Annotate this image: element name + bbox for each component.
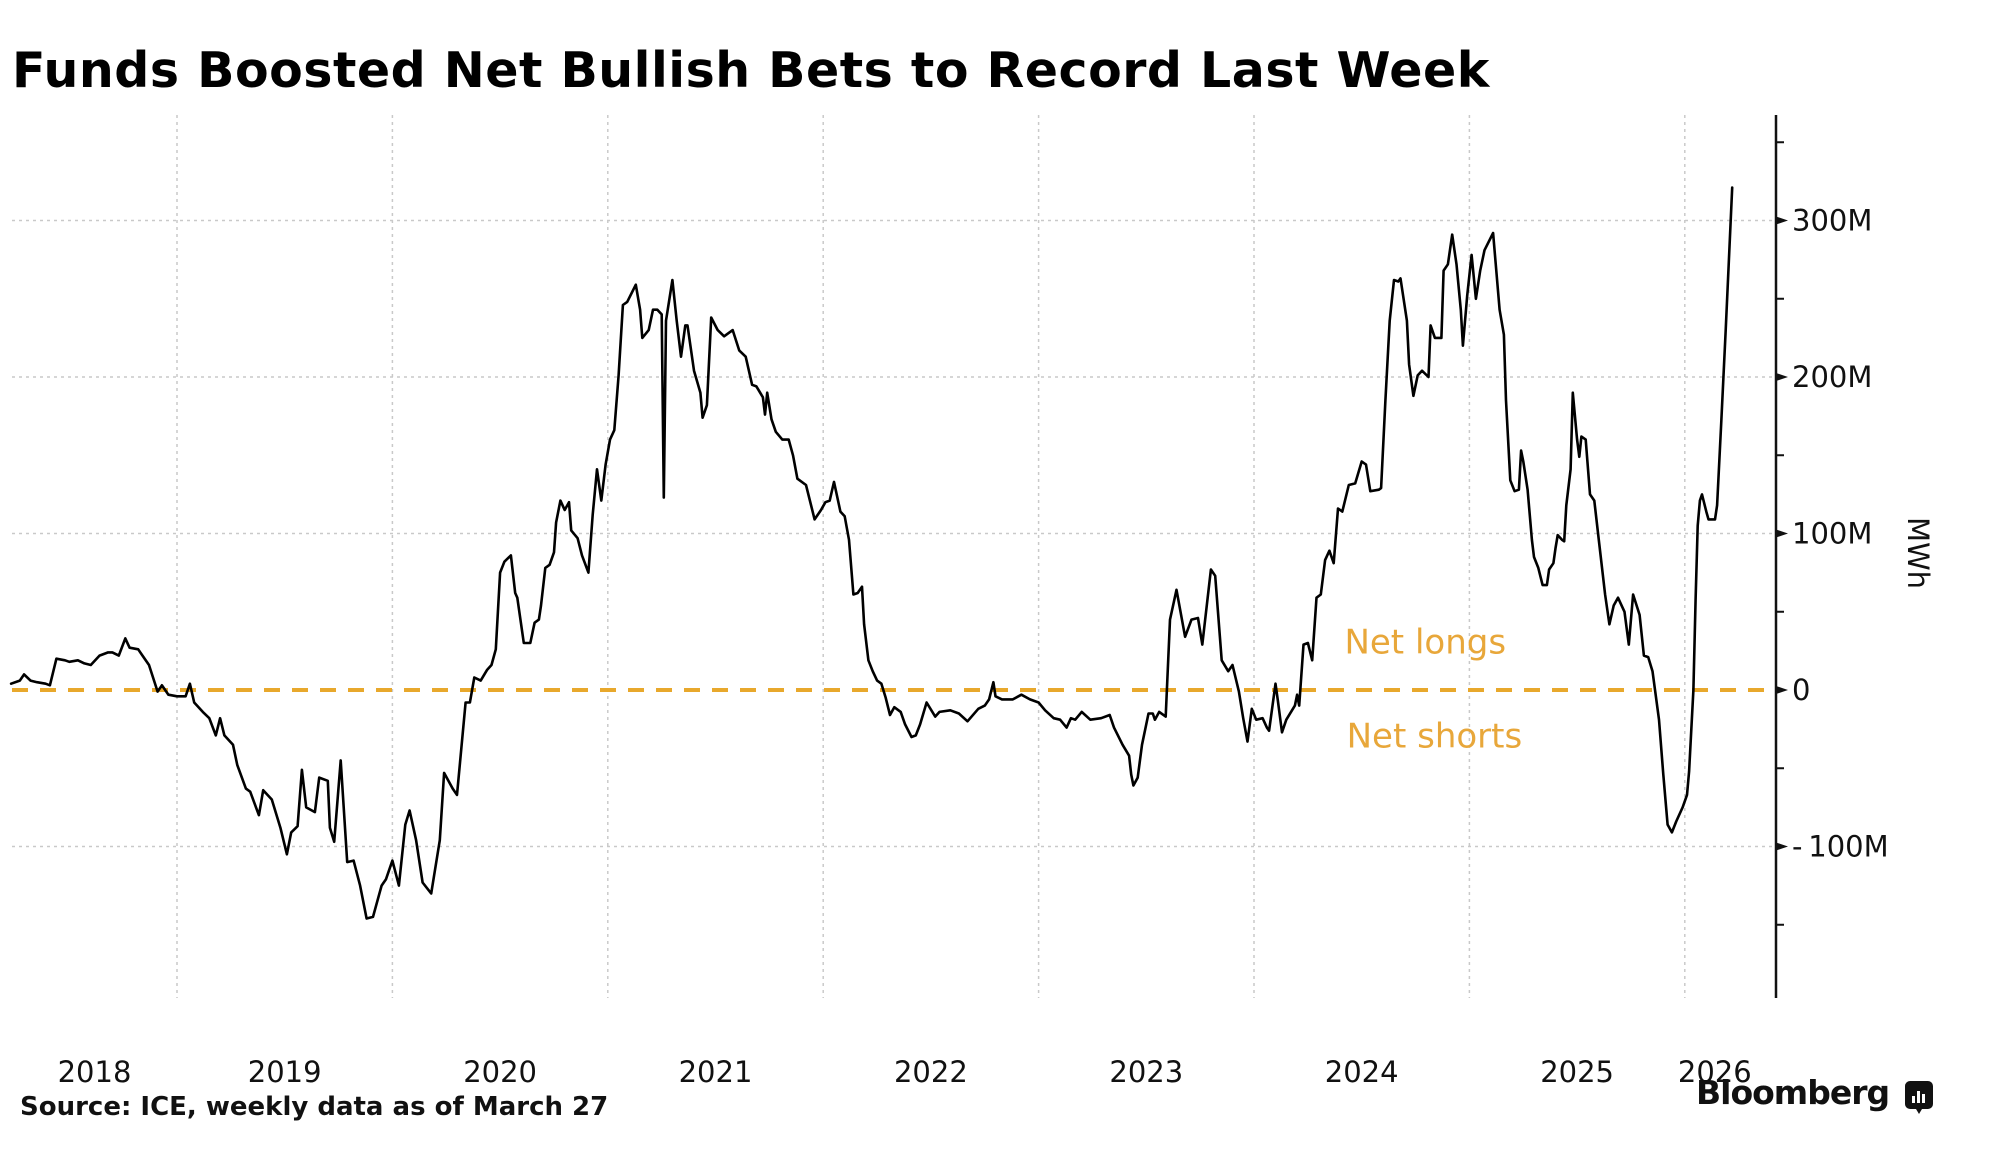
y-axis: 300M 200M 100M 0 - 100M MWh (1774, 115, 1935, 998)
y-tick-label: 200M (1792, 360, 1872, 394)
x-tick-label: 2018 (58, 1055, 132, 1089)
y-tick-label: 300M (1792, 204, 1872, 238)
y-tick-label: - 100M (1792, 830, 1889, 864)
y-axis-label: MWh (1901, 517, 1935, 589)
x-tick-label: 2022 (894, 1055, 968, 1089)
y-major-tick (1776, 529, 1788, 538)
brand-name: Bloomberg (1696, 1073, 1890, 1112)
x-tick-label: 2026 (1678, 1055, 1752, 1089)
y-tick-label: 100M (1792, 517, 1872, 551)
x-tick-label: 2020 (463, 1055, 537, 1089)
series-layer (9, 186, 1734, 920)
bloomberg-chart-icon (1905, 1080, 1934, 1114)
vertical-gridlines (176, 115, 1686, 998)
annotations: Net longs Net shorts (1344, 622, 1522, 756)
net-longs-label: Net longs (1344, 622, 1506, 662)
x-tick-label: 2019 (248, 1055, 322, 1089)
x-axis-labels: 2018 2019 2020 2021 2022 2023 2024 2025 2026 (58, 1055, 1752, 1089)
y-major-tick (1776, 686, 1788, 694)
horizontal-gridlines (12, 219, 1776, 848)
x-tick-label: 2023 (1109, 1055, 1183, 1089)
x-tick-label: 2024 (1325, 1055, 1399, 1089)
y-major-tick (1776, 842, 1788, 851)
chart-title: Funds Boosted Net Bullish Bets to Record… (12, 42, 1490, 99)
series-line-0 (9, 186, 1734, 920)
bloomberg-logo: Bloomberg (1696, 1073, 1934, 1114)
y-major-tick (1776, 373, 1788, 381)
x-tick-label: 2021 (679, 1055, 753, 1089)
source-note: Source: ICE, weekly data as of March 27 (20, 1092, 609, 1122)
net-shorts-label: Net shorts (1347, 716, 1523, 756)
y-tick-label: 0 (1792, 673, 1810, 707)
y-major-tick (1776, 216, 1788, 225)
x-tick-label: 2025 (1540, 1055, 1614, 1089)
